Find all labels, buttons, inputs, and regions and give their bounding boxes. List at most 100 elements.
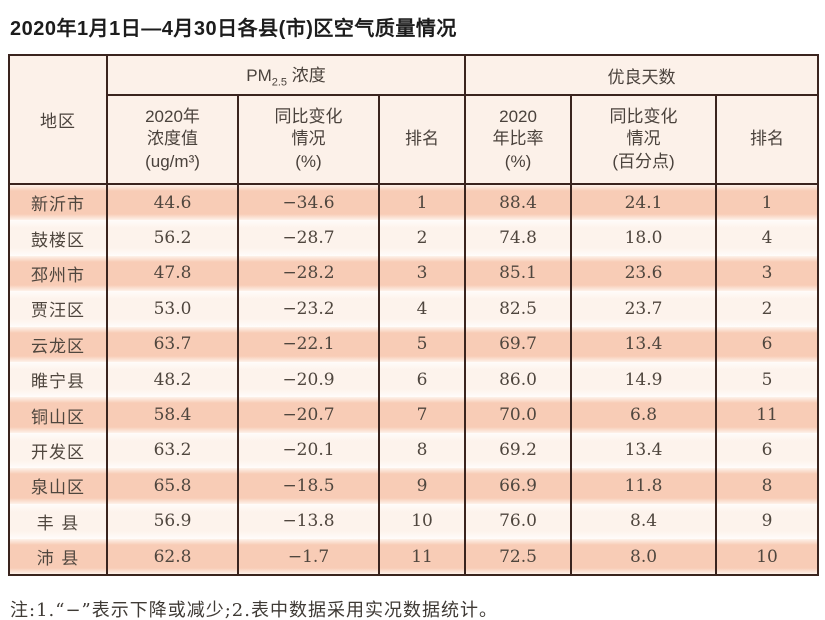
pm-change-cell: −20.1 [237,432,380,469]
column-header-pm-rank: 排名 [377,94,467,185]
region-cell: 泉山区 [8,468,108,504]
pm-rank-cell: 10 [377,503,467,539]
good-change-cell: 13.4 [570,326,718,362]
table-row: 丰 县 56.9 −13.8 10 76.0 8.4 9 [8,503,820,539]
good-rank-cell: 2 [715,291,820,327]
pm-change-cell: −20.9 [237,361,380,398]
pm-value-cell: 65.8 [106,468,239,504]
table-footnote: 注:1.“−”表示下降或减少;2.表中数据采用实况数据统计。 [10,600,498,620]
pm-rank-cell: 7 [377,397,467,433]
good-rank-cell: 1 [715,184,820,221]
good-rank-cell: 11 [715,397,820,433]
column-header-region: 地区 [8,54,108,185]
pm-rank-cell: 4 [377,291,467,327]
pm-value-cell: 47.8 [106,255,239,292]
sub-header-row: 2020年 浓度值 (ug/m³) 同比变化 情况 (%) 排名 2020 年比… [9,94,820,185]
good-rank-cell: 4 [715,220,820,256]
pm-rank-cell: 3 [377,255,467,292]
table-row: 新沂市 44.6 −34.6 1 88.4 24.1 1 [8,184,820,221]
good-rank-cell: 8 [715,468,820,504]
pm-change-cell: −28.7 [237,220,380,256]
column-header-good-rank: 排名 [715,94,820,185]
pm-rank-cell: 5 [377,326,467,362]
region-cell: 睢宁县 [8,361,108,398]
good-change-cell: 23.7 [570,291,718,327]
table-row: 贾汪区 53.0 −23.2 4 82.5 23.7 2 [8,291,820,327]
good-change-cell: 11.8 [570,468,718,504]
good-ratio-cell: 74.8 [464,220,573,256]
pm-change-cell: −34.6 [237,184,380,221]
good-change-cell: 18.0 [570,220,718,256]
table-row: 泉山区 65.8 −18.5 9 66.9 11.8 8 [8,468,820,504]
column-header-good-change: 同比变化 情况 (百分点) [570,94,718,185]
pm-rank-cell: 2 [377,220,467,256]
good-change-cell: 8.4 [570,503,718,539]
page-title: 2020年1月1日—4月30日各县(市)区空气质量情况 [10,18,457,40]
region-cell: 沛 县 [8,538,108,576]
good-rank-cell: 9 [715,503,820,539]
table-row: 云龙区 63.7 −22.1 5 69.7 13.4 6 [8,326,820,362]
pm-rank-cell: 6 [377,361,467,398]
pm-value-cell: 56.2 [106,220,239,256]
pm25-label-prefix: PM [246,66,272,86]
good-rank-cell: 10 [715,538,820,576]
column-header-pm-value: 2020年 浓度值 (ug/m³) [106,94,239,185]
column-header-pm-change: 同比变化 情况 (%) [237,94,380,185]
pm-value-cell: 44.6 [106,184,239,221]
pm-value-cell: 63.2 [106,432,239,469]
good-ratio-cell: 70.0 [464,397,573,433]
air-quality-table: 地区 PM2.5 浓度 优良天数 2020年 浓度值 (ug/m³) 同比变化 … [8,54,820,577]
good-ratio-cell: 85.1 [464,255,573,292]
region-cell: 贾汪区 [8,291,108,327]
good-ratio-cell: 76.0 [464,503,573,539]
group-header-row: 地区 PM2.5 浓度 优良天数 [8,54,820,185]
pm-rank-cell: 9 [377,468,467,504]
column-header-good-ratio: 2020 年比率 (%) [464,94,573,185]
pm-rank-cell: 8 [377,432,467,469]
table-row: 开发区 63.2 −20.1 8 69.2 13.4 6 [8,432,820,469]
good-ratio-cell: 69.2 [464,432,573,469]
good-rank-cell: 5 [715,361,820,398]
good-ratio-cell: 88.4 [464,184,573,221]
good-change-cell: 6.8 [570,397,718,433]
good-change-cell: 24.1 [570,184,718,221]
table-row: 沛 县 62.8 −1.7 11 72.5 8.0 10 [8,538,820,576]
pm-value-cell: 58.4 [106,397,239,433]
table-row: 邳州市 47.8 −28.2 3 85.1 23.6 3 [8,255,820,292]
pm-value-cell: 63.7 [106,326,239,362]
region-cell: 云龙区 [8,326,108,362]
region-cell: 铜山区 [8,397,108,433]
good-ratio-cell: 82.5 [464,291,573,327]
pm25-label-suffix: 浓度 [287,66,326,86]
pm-rank-cell: 1 [377,184,467,221]
pm-change-cell: −23.2 [237,291,380,327]
good-change-cell: 8.0 [570,538,718,576]
good-change-cell: 13.4 [570,432,718,469]
good-ratio-cell: 72.5 [464,538,573,576]
good-ratio-cell: 86.0 [464,361,573,398]
region-cell: 鼓楼区 [8,220,108,256]
pm-value-cell: 62.8 [106,538,239,576]
column-group-pm25: PM2.5 浓度 [105,54,467,96]
region-cell: 新沂市 [8,184,108,221]
pm-value-cell: 56.9 [106,503,239,539]
pm-change-cell: −1.7 [237,538,380,576]
pm-value-cell: 48.2 [106,361,239,398]
good-rank-cell: 6 [715,326,820,362]
pm-value-cell: 53.0 [106,291,239,327]
pm-change-cell: −22.1 [237,326,380,362]
pm25-label-subscript: 2.5 [271,76,288,89]
pm-change-cell: −18.5 [237,468,380,504]
good-change-cell: 23.6 [570,255,718,292]
pm-change-cell: −13.8 [237,503,380,539]
pm-change-cell: −28.2 [237,255,380,292]
column-group-good-days: 优良天数 [464,54,820,96]
good-change-cell: 14.9 [570,361,718,398]
good-rank-cell: 6 [715,432,820,469]
table-row: 鼓楼区 56.2 −28.7 2 74.8 18.0 4 [8,220,820,256]
pm-change-cell: −20.7 [237,397,380,433]
region-cell: 开发区 [8,432,108,469]
good-ratio-cell: 66.9 [464,468,573,504]
table-row: 睢宁县 48.2 −20.9 6 86.0 14.9 5 [8,361,820,398]
